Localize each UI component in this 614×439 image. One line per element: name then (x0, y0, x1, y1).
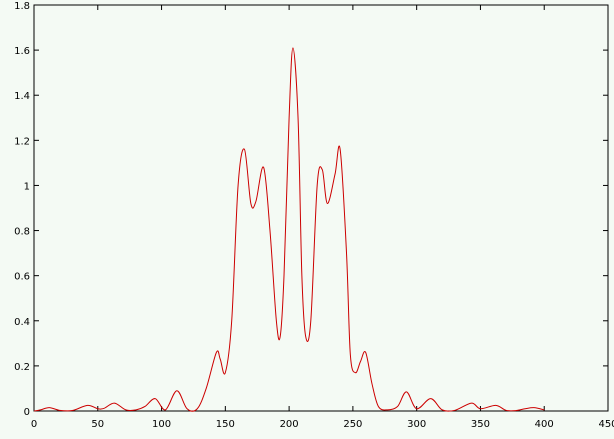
y-tick-label: 0 (24, 407, 30, 418)
y-tick-label: 0.2 (14, 362, 30, 373)
x-axis-ticks: 0 50 100 150 200 250 300 350 400 450 (31, 5, 614, 430)
y-tick-label: 0.8 (14, 227, 30, 238)
series-group (33, 47, 545, 412)
x-tick-label: 400 (535, 419, 554, 430)
x-tick-label: 50 (91, 419, 104, 430)
x-tick-label: 350 (471, 419, 490, 430)
y-tick-label: 1.8 (14, 1, 30, 12)
y-tick-label: 0.6 (14, 272, 30, 283)
plot-frame (33, 4, 609, 412)
y-tick-label: 1.4 (14, 91, 30, 102)
y-tick-label: 1.6 (14, 46, 30, 57)
series-line-0 (33, 47, 545, 412)
x-tick-label: 200 (280, 419, 299, 430)
x-tick-label: 100 (152, 419, 171, 430)
x-tick-label: 450 (598, 419, 614, 430)
y-tick-label: 0.4 (14, 317, 30, 328)
y-tick-label: 1.2 (14, 136, 30, 147)
x-tick-label: 150 (216, 419, 235, 430)
x-tick-label: 0 (31, 419, 37, 430)
x-tick-label: 250 (343, 419, 362, 430)
y-tick-label: 1 (24, 181, 30, 192)
x-tick-label: 300 (407, 419, 426, 430)
y-axis-ticks: 0 0.2 0.4 0.6 0.8 1 1.2 1.4 1.6 1.8 (14, 1, 608, 418)
